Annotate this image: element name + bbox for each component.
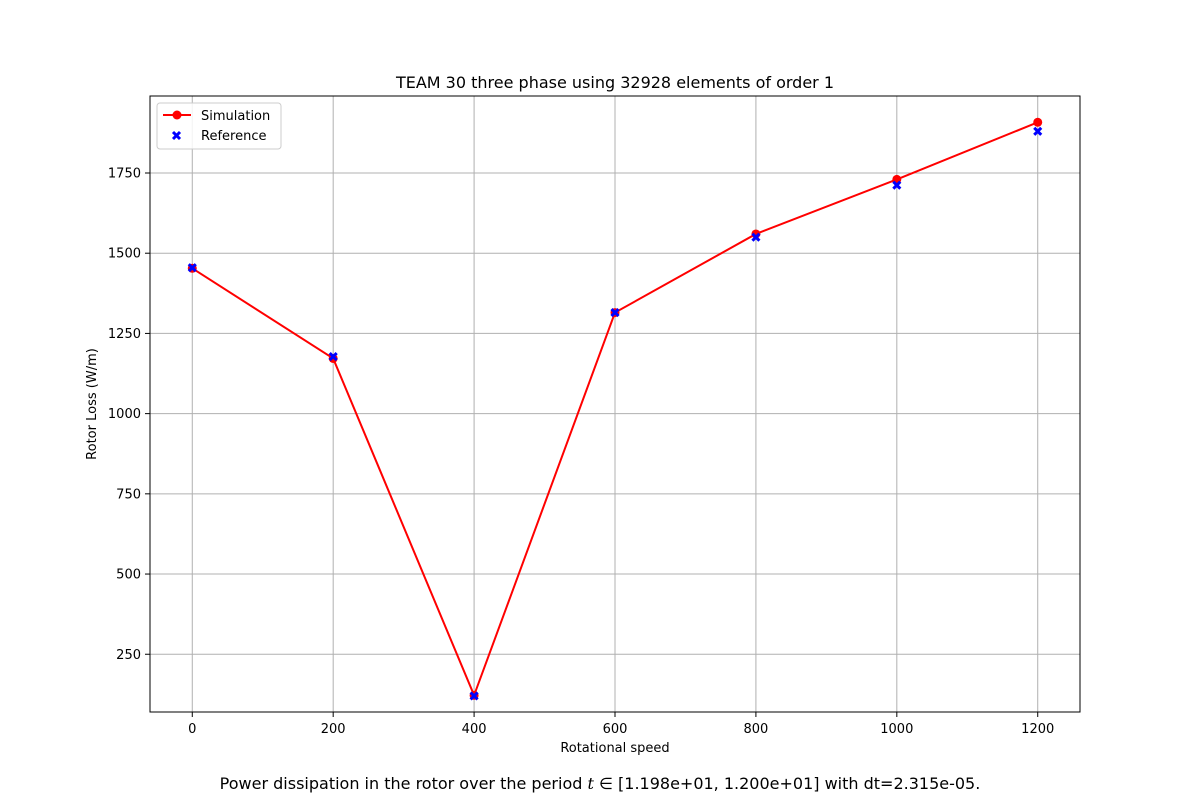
- caption-prefix: Power dissipation in the rotor over the …: [219, 774, 588, 793]
- reference-point-stroke: [1033, 126, 1043, 136]
- legend-simulation-marker: [172, 110, 182, 120]
- chart-title: TEAM 30 three phase using 32928 elements…: [395, 73, 834, 92]
- y-tick-label: 1500: [108, 247, 141, 262]
- legend-simulation-label: Simulation: [201, 109, 270, 124]
- reference-point: [187, 263, 197, 273]
- x-tick-label: 600: [603, 722, 628, 737]
- reference-point-stroke: [892, 180, 902, 190]
- reference-point: [1033, 126, 1043, 136]
- x-axis-label: Rotational speed: [560, 741, 669, 756]
- x-tick-label: 200: [321, 722, 346, 737]
- y-tick-label: 1250: [108, 327, 141, 342]
- reference-point-stroke: [187, 263, 197, 273]
- reference-point: [469, 691, 479, 701]
- y-tick-label: 250: [116, 648, 141, 663]
- y-tick-label: 1000: [108, 407, 141, 422]
- legend-reference-marker: [171, 130, 182, 141]
- reference-point-stroke: [469, 691, 479, 701]
- x-tick-label: 1200: [1021, 722, 1054, 737]
- simulation-point: [1033, 117, 1043, 127]
- reference-point: [892, 180, 902, 190]
- y-tick-label: 1750: [108, 167, 141, 182]
- reference-point: [751, 232, 761, 242]
- reference-point: [328, 351, 338, 362]
- legend: Simulation Reference: [156, 102, 282, 150]
- reference-point-stroke: [610, 308, 620, 318]
- reference-point-stroke: [328, 351, 338, 362]
- axis-ticks: 0 200 400 600 800 1000 1200 250 500 750 1000 1250 15…: [108, 167, 1054, 738]
- x-tick-label: 800: [743, 722, 768, 737]
- figure-caption: Power dissipation in the rotor over the …: [0, 774, 1200, 793]
- chart: 0 200 400 600 800 1000 1200 250 500 750 1000 1250 15…: [85, 73, 1081, 756]
- caption-variable: t: [587, 774, 594, 793]
- y-tick-label: 750: [116, 487, 141, 502]
- y-tick-label: 500: [116, 568, 141, 583]
- x-tick-label: 0: [188, 722, 196, 737]
- x-tick-label: 400: [462, 722, 487, 737]
- y-axis-label: Rotor Loss (W/m): [85, 348, 100, 460]
- caption-suffix: ∈ [1.198e+01, 1.200e+01] with dt=2.315e-…: [593, 774, 981, 793]
- legend-reference-label: Reference: [201, 129, 266, 144]
- reference-point-stroke: [751, 232, 761, 242]
- plot-series: [187, 117, 1043, 701]
- reference-point: [610, 308, 620, 318]
- grid-lines: [150, 96, 1080, 712]
- x-tick-label: 1000: [880, 722, 913, 737]
